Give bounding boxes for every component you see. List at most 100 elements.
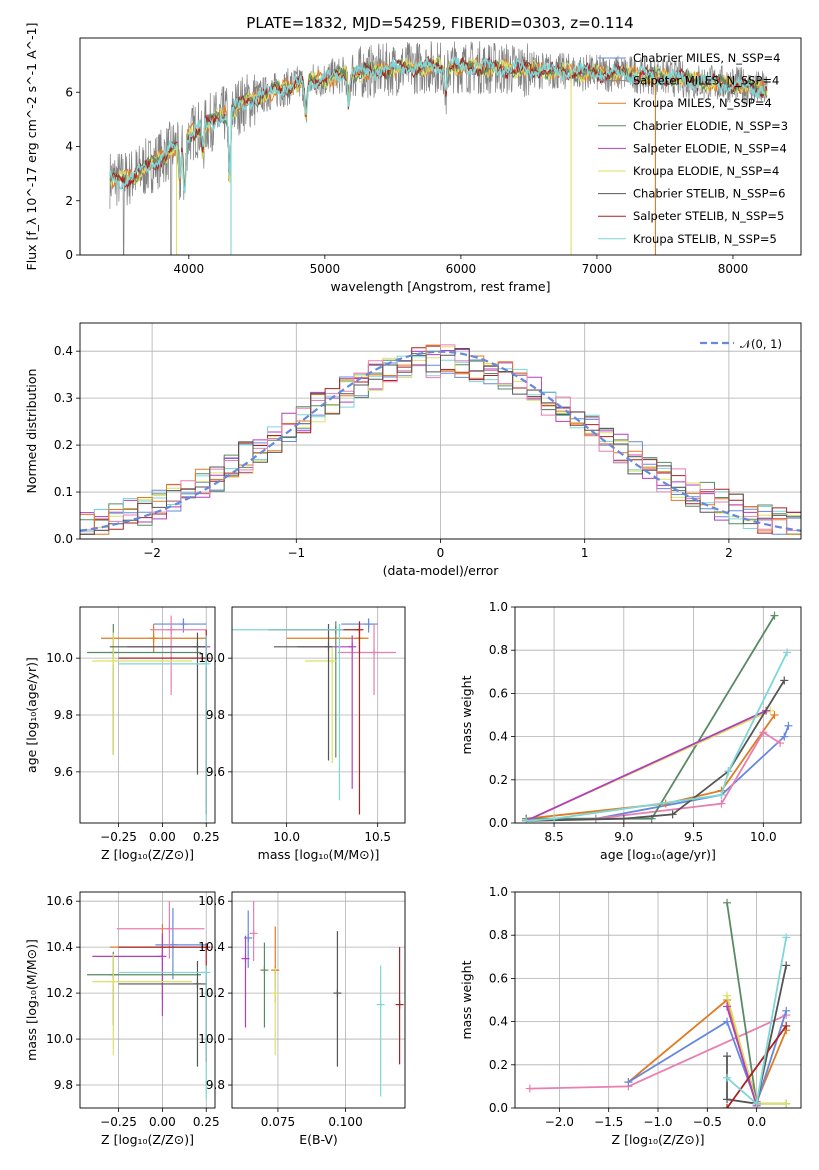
y-tick-label: 0.0 [54,532,73,546]
y-tick-label: 0.0 [489,816,508,830]
series-line [526,725,790,822]
plot-area [241,901,404,1097]
plot-area [522,611,793,823]
plot-area [87,615,211,821]
x-tick-label: 0.00 [149,1115,176,1129]
model-spectrum [109,56,768,195]
legend-entry: Kroupa ELODIE, N_SSP=4 [633,164,779,178]
y-tick-label: 0.4 [54,344,73,358]
residual-histogram [80,344,801,531]
normal-curve [80,350,801,532]
x-tick-label: −0.5 [693,1115,722,1129]
chart-mass_vs_ebv: 0.075 0.100 9.8 10.0 10.2 10.4 10.6 E(B-V) [198,891,406,1147]
grid-lines [80,892,215,1108]
plot-area [80,344,801,535]
legend-entry: Chabrier MILES, N_SSP=4 [633,51,780,65]
y-tick-label: 0.2 [489,1058,508,1072]
y-tick-label: 9.8 [206,708,225,722]
y-axis-label: Normed distribution [24,369,39,494]
y-tick-label: 10.0 [46,651,73,665]
chart-mass_weight_vs_age: 8.5 9.0 9.5 10.0 0.0 0.2 0.4 0.6 0.8 1.0 age [log₁… [459,600,802,862]
legend-entry: Salpeter ELODIE, N_SSP=4 [633,141,787,155]
x-tick-label: 0 [437,546,445,560]
x-tick-label: 4000 [174,262,205,276]
x-tick-label: 1 [581,546,589,560]
axes-frame [231,891,406,1109]
y-tick-label: 1.0 [489,600,508,614]
grid-lines [232,607,405,823]
grid-lines [515,891,801,1109]
chart-spectrum: 4000 5000 6000 7000 8000 0 2 4 6 wavelength [Angs… [24,23,802,294]
legend-entry: Salpeter STELIB, N_SSP=5 [633,209,784,223]
y-tick-label: 2 [65,194,73,208]
y-tick-label: 9.6 [54,765,73,779]
axes-frame [514,891,802,1109]
x-axis-label: E(B-V) [299,1132,338,1147]
x-axis-label: (data-model)/error [383,563,500,578]
plot-area [525,898,791,1108]
legend-entry: Salpeter MILES, N_SSP=4 [633,74,779,88]
y-tick-label: 0.8 [489,928,508,942]
x-tick-label: −0.25 [100,830,137,844]
y-axis-label: age [log₁₀(age/yr)] [24,657,39,773]
y-tick-label: 0.1 [54,485,73,499]
x-tick-label: 5000 [310,262,341,276]
y-axis-label: mass weight [459,960,474,1039]
y-tick-label: 0.4 [489,730,508,744]
y-axis-label: mass [log₁₀(M/M⊙)] [24,939,39,1061]
plot-area [109,41,768,255]
y-tick-label: 10.6 [198,894,225,908]
model-spectrum [109,56,768,190]
y-tick-label: 0.2 [54,438,73,452]
axes-frame [79,606,216,824]
axes-frame [79,322,802,540]
x-axis-label: mass [log₁₀(M/M⊙)] [258,847,380,862]
x-axis-label: Z [log₁₀(Z/Z⊙)] [101,847,194,862]
x-tick-label: 10.0 [750,830,777,844]
x-axis-label: age [log₁₀(age/yr)] [600,847,716,862]
y-tick-label: 0.2 [489,773,508,787]
y-tick-label: 10.4 [46,940,73,954]
series-line [726,1006,758,1107]
x-axis-label: wavelength [Angstrom, rest frame] [330,279,550,294]
x-tick-label: 10.5 [364,830,391,844]
series-line [627,1010,788,1107]
x-tick-label: 8.5 [545,830,564,844]
y-tick-label: 10.0 [198,1032,225,1046]
y-tick-label: 0.6 [489,971,508,985]
x-axis-label: Z [log₁₀(Z/Z⊙)] [101,1132,194,1147]
x-tick-label: 6000 [446,262,477,276]
series-line [525,709,767,822]
y-axis-label: Flux [f_λ 10^-17 erg cm^-2 s^-1 A^-1] [24,23,39,271]
chart-residuals: −2 −1 0 1 2 0.0 0.1 0.2 0.3 0.4 (data-model)/error… [24,322,802,578]
x-tick-label: −2.0 [545,1115,574,1129]
y-tick-label: 10.2 [198,986,225,1000]
x-tick-label: 8000 [718,262,749,276]
residual-histogram [80,348,801,535]
x-axis-label: Z [log₁₀(Z/Z⊙)] [612,1132,705,1147]
y-tick-label: 9.8 [54,1078,73,1092]
y-tick-label: 10.0 [46,1032,73,1046]
y-tick-label: 10.6 [46,894,73,908]
y-tick-label: 10.2 [46,986,73,1000]
y-tick-label: 0.6 [489,686,508,700]
legend-entry: Kroupa STELIB, N_SSP=5 [633,232,777,246]
axes-frame [231,606,406,824]
page-title: PLATE=1832, MJD=54259, FIBERID=0303, z=0… [246,14,633,32]
x-tick-label: 0.100 [328,1115,362,1129]
y-tick-label: 6 [65,85,73,99]
chart-age_vs_z: −0.25 0.00 0.25 9.6 9.8 10.0 Z [log₁₀(Z/Z⊙)] ag… [24,606,220,862]
x-tick-label: −0.25 [100,1115,137,1129]
y-tick-label: 10.4 [198,940,225,954]
series-line [526,615,776,820]
y-tick-label: 1.0 [489,885,508,899]
grid-lines [80,607,215,823]
x-tick-label: 0.0 [747,1115,766,1129]
x-tick-label: 0.075 [261,1115,295,1129]
y-tick-label: 0.3 [54,391,73,405]
chart-mass_vs_z: −0.25 0.00 0.25 9.8 10.0 10.2 10.4 10.6 Z [log₁₀… [24,891,220,1147]
x-tick-label: 0.25 [193,1115,220,1129]
y-tick-label: 10.0 [198,651,225,665]
axes-frame [79,37,802,256]
